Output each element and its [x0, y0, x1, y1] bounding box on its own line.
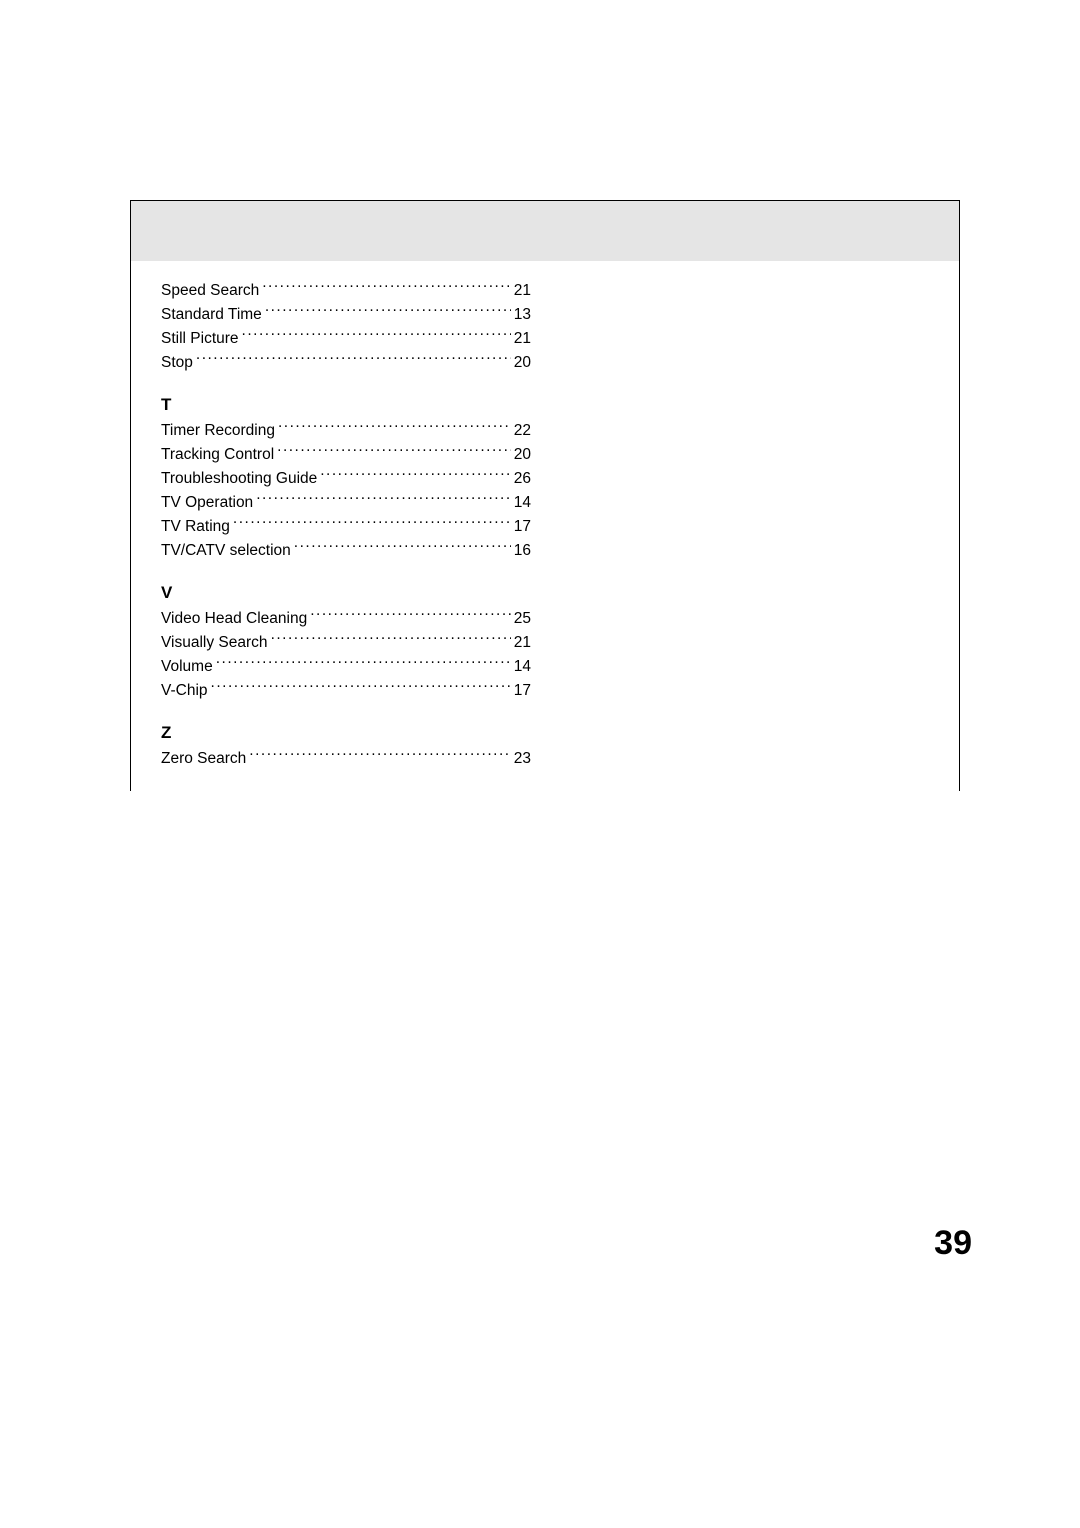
index-entry: Timer Recording 22 [161, 419, 531, 443]
index-entry: Volume 14 [161, 655, 531, 679]
entry-page: 17 [514, 515, 531, 539]
page-frame: Speed Search21Standard Time13Still Pictu… [130, 200, 960, 791]
leader-dots [249, 748, 510, 764]
entry-page: 21 [514, 327, 531, 351]
index-entry: Troubleshooting Guide 26 [161, 467, 531, 491]
entry-label: Video Head Cleaning [161, 607, 307, 631]
leader-dots [216, 656, 511, 672]
entry-label: Speed Search [161, 279, 259, 303]
index-content: Speed Search21Standard Time13Still Pictu… [131, 261, 571, 771]
header-bar [131, 201, 959, 261]
entry-label: Still Picture [161, 327, 239, 351]
entry-label: Visually Search [161, 631, 268, 655]
index-entry: Tracking Control 20 [161, 443, 531, 467]
section-letter: Z [161, 723, 531, 743]
entry-label: Volume [161, 655, 213, 679]
index-entry: Standard Time 13 [161, 303, 531, 327]
index-entry: Visually Search 21 [161, 631, 531, 655]
index-section: VVideo Head Cleaning25Visually Search21V… [161, 583, 531, 703]
leader-dots [310, 608, 511, 624]
entry-page: 20 [514, 351, 531, 375]
leader-dots [233, 516, 511, 532]
leader-dots [278, 420, 511, 436]
leader-dots [294, 540, 511, 556]
index-entry: Speed Search 21 [161, 279, 531, 303]
entry-label: Zero Search [161, 747, 246, 771]
index-entry: TV/CATV selection 16 [161, 539, 531, 563]
entry-label: TV Rating [161, 515, 230, 539]
leader-dots [242, 328, 511, 344]
entry-page: 13 [514, 303, 531, 327]
leader-dots [320, 468, 511, 484]
index-entry: V-Chip 17 [161, 679, 531, 703]
index-entry: TV Operation 14 [161, 491, 531, 515]
index-section: Speed Search21Standard Time13Still Pictu… [161, 279, 531, 375]
entry-page: 21 [514, 279, 531, 303]
entry-label: TV Operation [161, 491, 253, 515]
leader-dots [256, 492, 511, 508]
entry-label: V-Chip [161, 679, 208, 703]
leader-dots [211, 680, 511, 696]
section-letter: T [161, 395, 531, 415]
leader-dots [196, 352, 511, 368]
index-section: Z Zero Search 23 [161, 723, 531, 771]
entry-page: 16 [514, 539, 531, 563]
entry-page: 14 [514, 491, 531, 515]
index-entry: Still Picture 21 [161, 327, 531, 351]
entry-label: TV/CATV selection [161, 539, 291, 563]
index-entry: Zero Search 23 [161, 747, 531, 771]
entry-label: Timer Recording [161, 419, 275, 443]
entry-page: 14 [514, 655, 531, 679]
entry-page: 17 [514, 679, 531, 703]
entry-label: Stop [161, 351, 193, 375]
index-section: TTimer Recording22Tracking Control20Trou… [161, 395, 531, 563]
index-entry: Video Head Cleaning 25 [161, 607, 531, 631]
leader-dots [265, 304, 511, 320]
index-entry: Stop 20 [161, 351, 531, 375]
entry-page: 25 [514, 607, 531, 631]
entry-label: Standard Time [161, 303, 262, 327]
page-number: 39 [934, 1224, 972, 1263]
leader-dots [271, 632, 511, 648]
leader-dots [277, 444, 511, 460]
leader-dots [262, 280, 511, 296]
entry-label: Troubleshooting Guide [161, 467, 317, 491]
index-entry: TV Rating 17 [161, 515, 531, 539]
entry-page: 23 [514, 747, 531, 771]
entry-page: 26 [514, 467, 531, 491]
section-letter: V [161, 583, 531, 603]
entry-page: 22 [514, 419, 531, 443]
entry-page: 20 [514, 443, 531, 467]
entry-label: Tracking Control [161, 443, 274, 467]
entry-page: 21 [514, 631, 531, 655]
